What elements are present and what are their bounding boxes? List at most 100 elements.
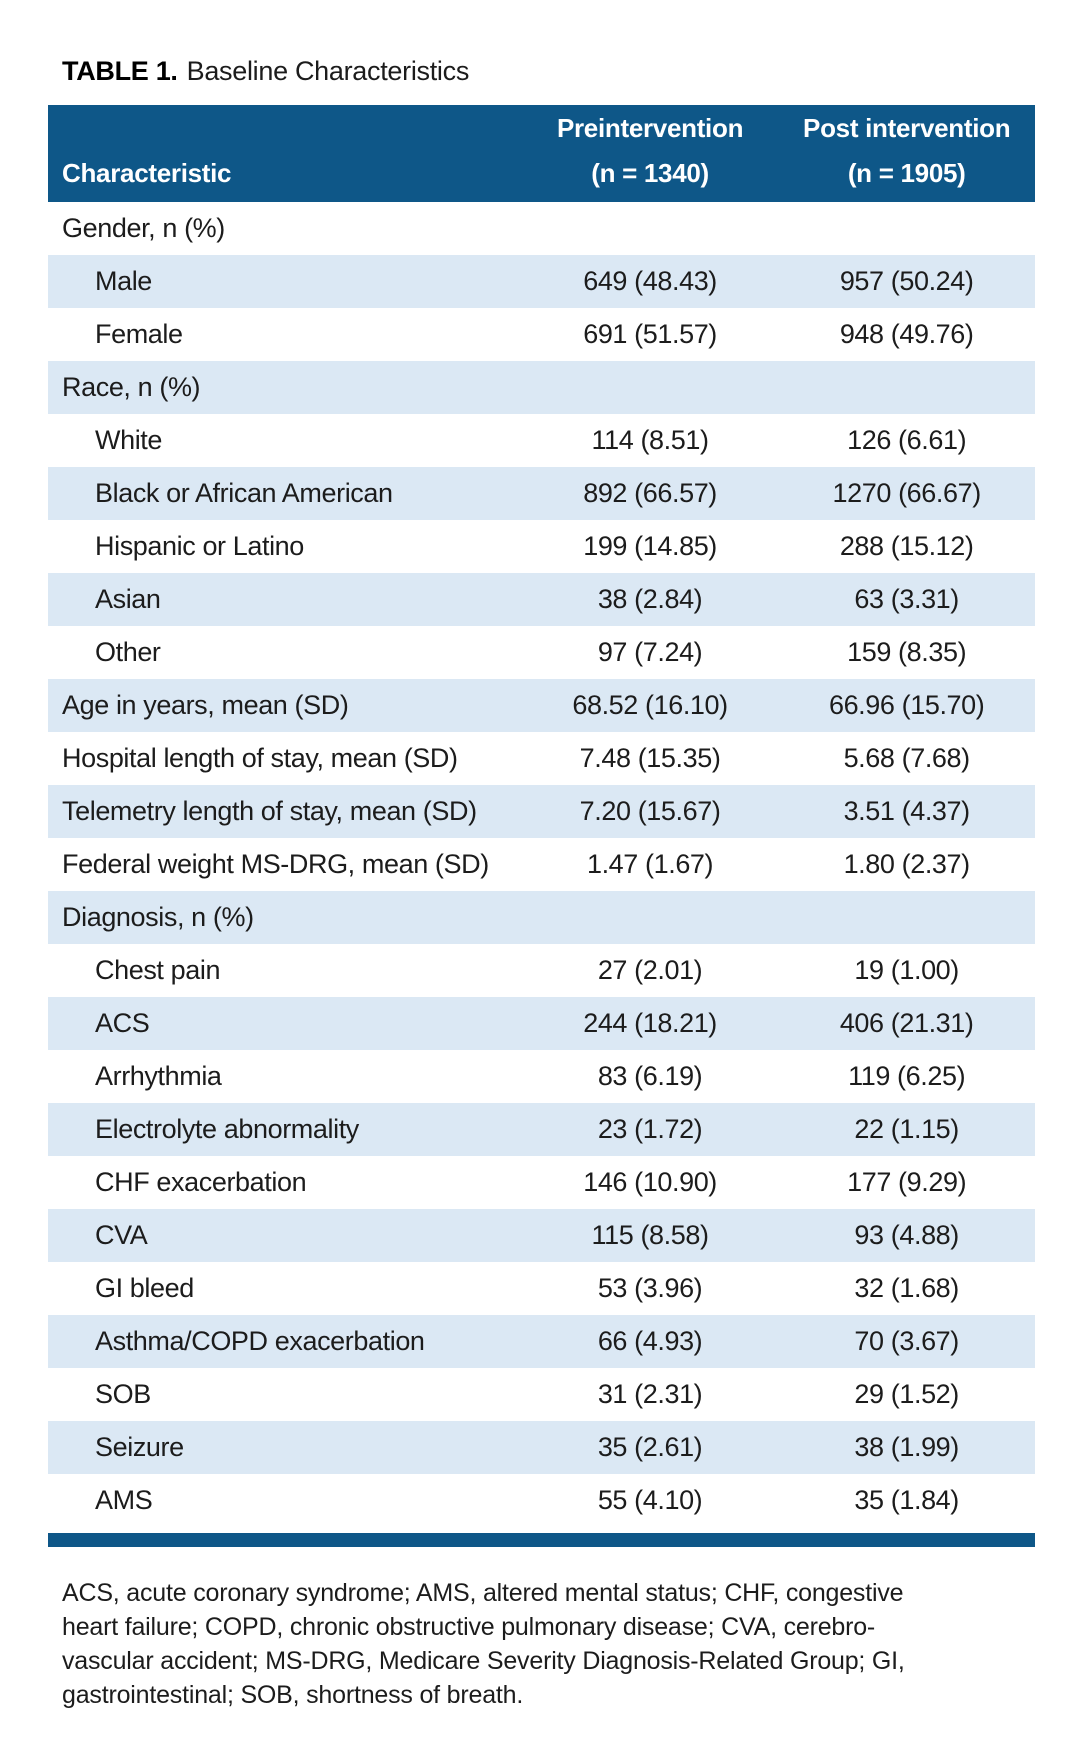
table-row: White 114 (8.51) 126 (6.61) [48, 414, 1035, 467]
column-header-postintervention: Post intervention (n = 1905) [778, 105, 1035, 202]
table-header-row: Characteristic Preintervention (n = 1340… [48, 105, 1035, 202]
cell-postintervention-value: 1.80 (2.37) [843, 849, 971, 879]
cell-preintervention-value: 892 (66.57) [583, 478, 717, 508]
table-row: Diagnosis, n (%) [48, 891, 1035, 944]
cell-characteristic: Chest pain [95, 955, 221, 985]
cell-preintervention-value: 691 (51.57) [583, 319, 717, 349]
cell-characteristic: Black or African American [95, 478, 393, 508]
abbreviations-footnote: ACS, acute coronary syndrome; AMS, alter… [62, 1576, 905, 1712]
cell-preintervention-value: 53 (3.96) [597, 1273, 703, 1303]
cell-preintervention-value: 66 (4.93) [597, 1326, 703, 1356]
cell-characteristic: Asthma/COPD exacerbation [95, 1326, 425, 1356]
cell-postintervention-value: 957 (50.24) [839, 266, 974, 296]
table-row: Asian 38 (2.84) 63 (3.31) [48, 573, 1035, 626]
table-row: Asthma/COPD exacerbation 66 (4.93) 70 (3.6… [48, 1315, 1035, 1368]
cell-postintervention-value: 1270 (66.67) [832, 478, 982, 508]
table-row: GI bleed 53 (3.96) 32 (1.68) [48, 1262, 1035, 1315]
table-bottom-rule [48, 1533, 1035, 1547]
cell-postintervention-value: 66.96 (15.70) [828, 690, 985, 720]
cell-postintervention-value: 93 (4.88) [854, 1220, 959, 1250]
cell-preintervention-value: 114 (8.51) [591, 425, 709, 455]
cell-postintervention-value: 288 (15.12) [839, 531, 974, 561]
baseline-characteristics-table: Characteristic Preintervention (n = 1340… [48, 105, 1035, 1547]
column-header-characteristic: Characteristic [62, 158, 232, 188]
cell-characteristic: ACS [95, 1008, 150, 1038]
column-header-preintervention-label: Preintervention [556, 113, 744, 143]
table-row: Other 97 (7.24) 159 (8.35) [48, 626, 1035, 679]
cell-characteristic: CVA [95, 1220, 148, 1250]
table-row: ACS 244 (18.21) 406 (21.31) [48, 997, 1035, 1050]
cell-characteristic: AMS [95, 1485, 153, 1515]
cell-characteristic: Arrhythmia [95, 1061, 222, 1091]
cell-postintervention-value: 3.51 (4.37) [843, 796, 971, 826]
column-header-postintervention-n: (n = 1905) [847, 158, 966, 188]
footnote-line: gastrointestinal; SOB, shortness of brea… [62, 1681, 524, 1709]
table-number: TABLE 1. [62, 56, 178, 86]
cell-characteristic: Female [95, 319, 183, 349]
table-row: Race, n (%) [48, 361, 1035, 414]
cell-postintervention-value: 35 (1.84) [854, 1485, 959, 1515]
cell-characteristic: Diagnosis, n (%) [62, 902, 254, 932]
cell-preintervention-value: 244 (18.21) [583, 1008, 717, 1038]
table-row: SOB 31 (2.31) 29 (1.52) [48, 1368, 1035, 1421]
footnote-line: heart failure; COPD, chronic obstructive… [62, 1613, 876, 1641]
cell-preintervention-value: 23 (1.72) [597, 1114, 703, 1144]
table-row: Seizure 35 (2.61) 38 (1.99) [48, 1421, 1035, 1474]
cell-postintervention-value: 177 (9.29) [847, 1167, 967, 1197]
cell-preintervention-value: 199 (14.85) [583, 531, 717, 561]
column-header-preintervention-n: (n = 1340) [591, 158, 709, 188]
table-body: Gender, n (%) Male 649 (48.43) 957 (50.24) F… [48, 202, 1035, 1527]
cell-preintervention-value: 115 (8.58) [591, 1220, 709, 1250]
table-title: TABLE 1. Baseline Characteristics [62, 56, 469, 87]
cell-preintervention-value: 83 (6.19) [597, 1061, 703, 1091]
cell-characteristic: Other [95, 637, 161, 667]
cell-preintervention-value: 31 (2.31) [597, 1379, 703, 1409]
column-header-preintervention: Preintervention (n = 1340) [522, 105, 779, 202]
cell-preintervention-value: 38 (2.84) [597, 584, 703, 614]
table-row: Hispanic or Latino 199 (14.85) 288 (15.12) [48, 520, 1035, 573]
table-row: Federal weight MS-DRG, mean (SD) 1.47 (1.… [48, 838, 1035, 891]
cell-postintervention-value: 119 (6.25) [848, 1061, 966, 1091]
cell-preintervention-value: 68.52 (16.10) [572, 690, 728, 720]
table-row: Female 691 (51.57) 948 (49.76) [48, 308, 1035, 361]
cell-postintervention-value: 63 (3.31) [854, 584, 959, 614]
cell-postintervention-value: 406 (21.31) [839, 1008, 974, 1038]
table-row: Gender, n (%) [48, 202, 1035, 255]
cell-characteristic: GI bleed [95, 1273, 194, 1303]
table-row: Black or African American 892 (66.57) 1270… [48, 467, 1035, 520]
cell-postintervention-value: 29 (1.52) [854, 1379, 959, 1409]
cell-characteristic: Male [95, 266, 152, 296]
cell-preintervention-value: 146 (10.90) [583, 1167, 717, 1197]
cell-characteristic: Hospital length of stay, mean (SD) [62, 743, 458, 773]
table-row: CHF exacerbation 146 (10.90) 177 (9.29) [48, 1156, 1035, 1209]
cell-characteristic: Federal weight MS-DRG, mean (SD) [62, 849, 489, 879]
cell-characteristic: White [95, 425, 163, 455]
table-row: Electrolyte abnormality 23 (1.72) 22 (1.15… [48, 1103, 1035, 1156]
cell-preintervention-value: 649 (48.43) [583, 266, 717, 296]
table-row: CVA 115 (8.58) 93 (4.88) [48, 1209, 1035, 1262]
cell-characteristic: Asian [95, 584, 161, 614]
cell-characteristic: Hispanic or Latino [95, 531, 304, 561]
cell-characteristic: Seizure [95, 1432, 184, 1462]
table-row: Hospital length of stay, mean (SD) 7.48 (… [48, 732, 1035, 785]
cell-characteristic: Race, n (%) [62, 372, 201, 402]
table-caption: Baseline Characteristics [186, 56, 470, 86]
column-header-postintervention-label: Post intervention [803, 113, 1011, 143]
cell-characteristic: Gender, n (%) [62, 213, 225, 243]
table-row: AMS 55 (4.10) 35 (1.84) [48, 1474, 1035, 1527]
table-row: Telemetry length of stay, mean (SD) 7.20 … [48, 785, 1035, 838]
cell-preintervention-value: 97 (7.24) [597, 637, 703, 667]
cell-postintervention-value: 22 (1.15) [854, 1114, 959, 1144]
cell-postintervention-value: 38 (1.99) [854, 1432, 959, 1462]
cell-postintervention-value: 5.68 (7.68) [843, 743, 971, 773]
table-row: Male 649 (48.43) 957 (50.24) [48, 255, 1035, 308]
cell-characteristic: Age in years, mean (SD) [62, 690, 349, 720]
cell-characteristic: SOB [95, 1379, 151, 1409]
table-row: Age in years, mean (SD) 68.52 (16.10) 66.9… [48, 679, 1035, 732]
cell-postintervention-value: 159 (8.35) [847, 637, 967, 667]
cell-characteristic: Electrolyte abnormality [95, 1114, 359, 1144]
cell-postintervention-value: 19 (1.00) [854, 955, 959, 985]
footnote-line: vascular accident; MS-DRG, Medicare Seve… [62, 1647, 905, 1675]
cell-characteristic: Telemetry length of stay, mean (SD) [62, 796, 477, 826]
